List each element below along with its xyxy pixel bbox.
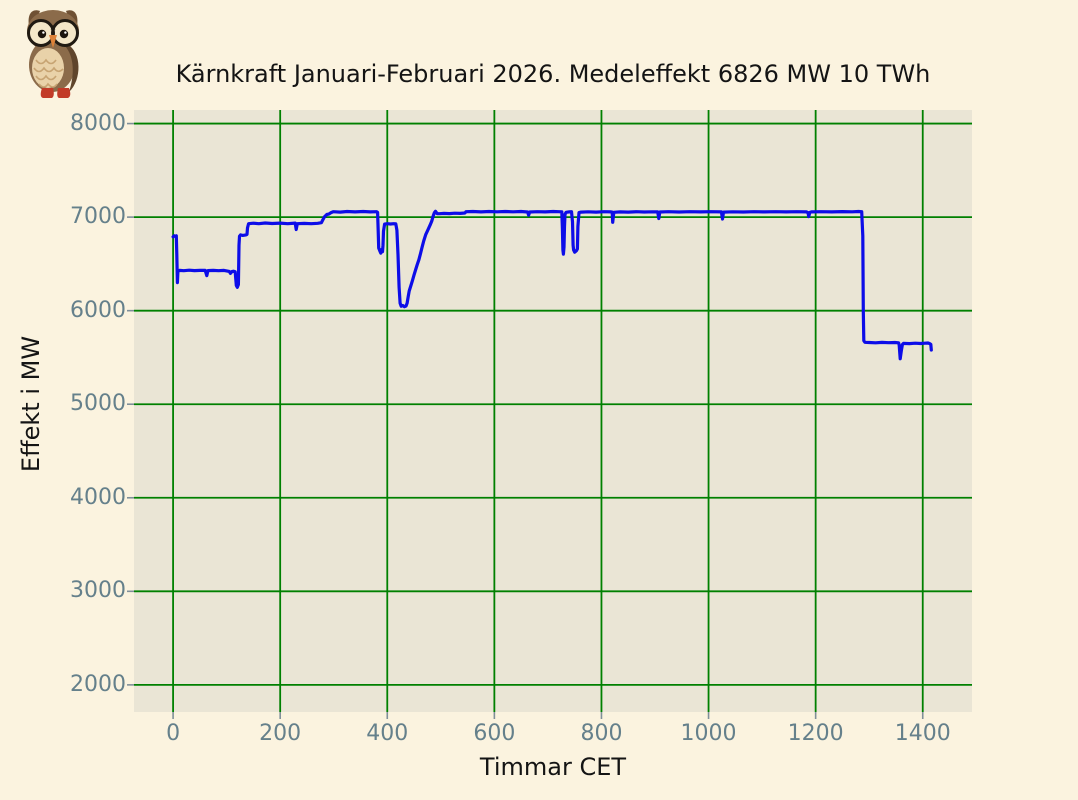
x-tick-label: 1000 bbox=[680, 721, 737, 746]
x-tick-label: 200 bbox=[259, 721, 302, 746]
y-tick-label: 3000 bbox=[70, 578, 126, 604]
owl-glasses-right bbox=[51, 19, 79, 47]
x-axis-label: Timmar CET bbox=[479, 753, 627, 781]
owl-boot-left bbox=[40, 88, 54, 98]
x-tick-label: 400 bbox=[366, 721, 409, 746]
owl-boot-right bbox=[57, 88, 71, 98]
y-tick-label: 7000 bbox=[70, 204, 126, 230]
chart-title: Kärnkraft Januari-Februari 2026. Medelef… bbox=[175, 60, 931, 88]
y-tick-label: 4000 bbox=[70, 484, 126, 510]
y-tick-label: 6000 bbox=[70, 297, 126, 323]
chart-canvas bbox=[127, 110, 972, 719]
owl-eye-left bbox=[37, 29, 47, 39]
owl-beak bbox=[49, 35, 57, 48]
y-tick-label: 8000 bbox=[70, 110, 126, 136]
x-tick-label: 0 bbox=[166, 721, 181, 746]
y-axis-label: Effekt i MW bbox=[17, 335, 45, 473]
x-tick-label: 1400 bbox=[894, 721, 951, 746]
data-line-k-rnkraft-effekt-mw bbox=[171, 209, 933, 361]
owl-eye-right bbox=[59, 29, 69, 39]
plot-area bbox=[127, 110, 972, 719]
owl-wing bbox=[65, 44, 79, 92]
x-tick-label: 600 bbox=[473, 721, 516, 746]
x-tick-label: 800 bbox=[580, 721, 623, 746]
owl-belly bbox=[32, 48, 64, 88]
owl-mascot-icon bbox=[27, 10, 79, 98]
y-tick-label: 5000 bbox=[70, 391, 126, 417]
x-tick-label: 1200 bbox=[787, 721, 844, 746]
y-tick-label: 2000 bbox=[70, 671, 126, 697]
